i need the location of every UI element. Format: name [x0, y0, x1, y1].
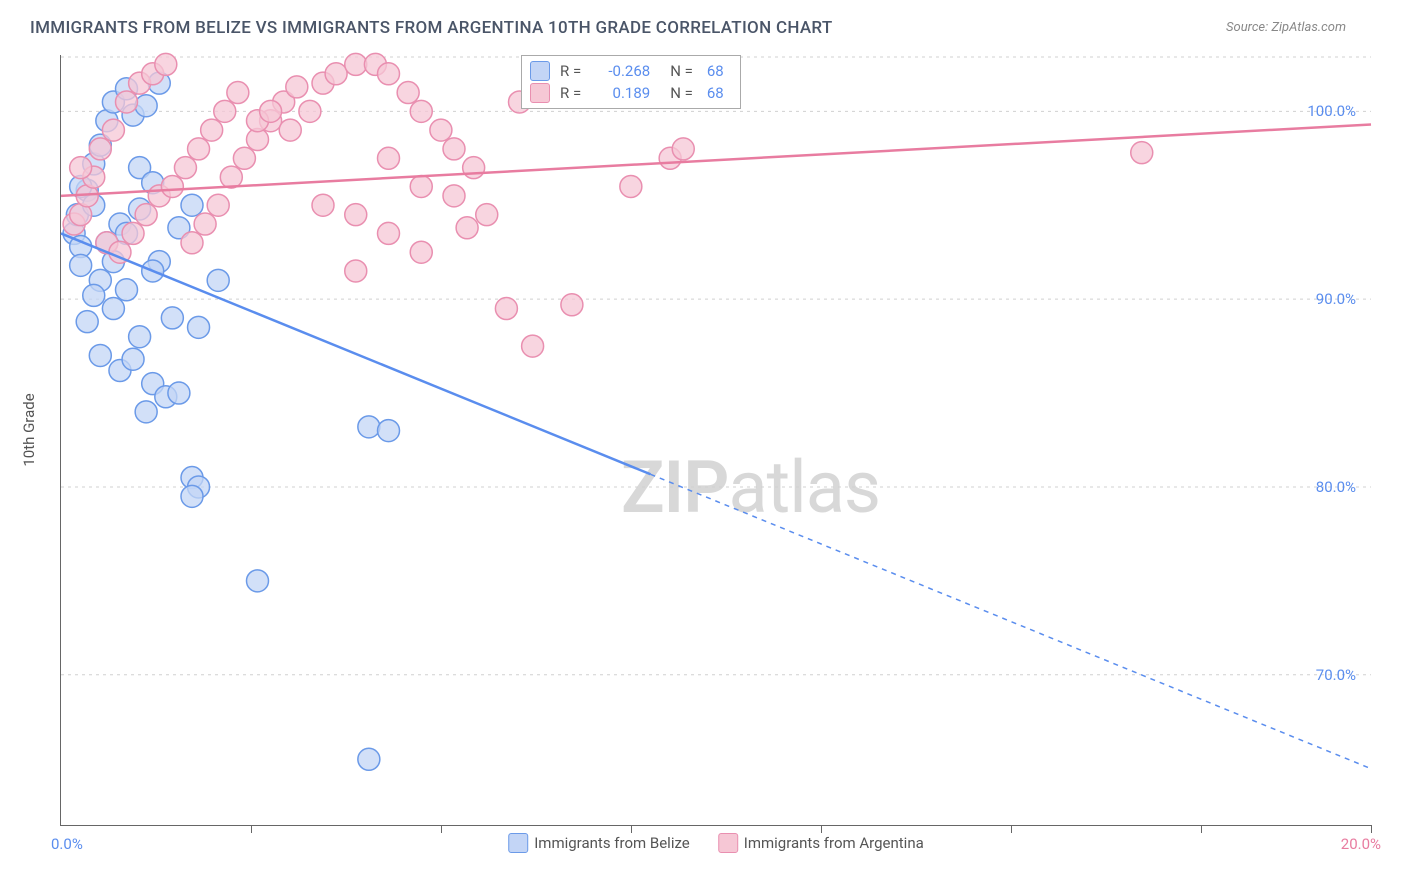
x-minor-tick	[821, 825, 822, 833]
source-attribution: Source: ZipAtlas.com	[1226, 20, 1346, 35]
x-minor-tick	[1201, 825, 1202, 833]
n-value-argentina: 68	[703, 84, 728, 102]
legend-swatch-argentina-2	[718, 833, 738, 853]
r-label: R =	[556, 84, 585, 102]
y-axis-title: 10th Grade	[20, 393, 38, 466]
series-legend: Immigrants from Belize Immigrants from A…	[508, 833, 924, 853]
legend-row-belize: R = -0.268 N = 68	[530, 60, 728, 82]
legend-item-belize: Immigrants from Belize	[508, 833, 690, 853]
x-minor-tick	[251, 825, 252, 833]
legend-label-belize: Immigrants from Belize	[534, 834, 690, 852]
x-tick-1: 20.0%	[1341, 835, 1381, 853]
y-tick-label: 70.0%	[1316, 666, 1356, 684]
x-tick-0: 0.0%	[51, 835, 83, 853]
chart-title: IMMIGRANTS FROM BELIZE VS IMMIGRANTS FRO…	[30, 18, 833, 38]
scatter-plot-svg	[61, 55, 1371, 825]
n-label: N =	[666, 62, 697, 80]
y-tick-label: 80.0%	[1316, 478, 1356, 496]
x-minor-tick	[631, 825, 632, 833]
n-label: N =	[666, 84, 697, 102]
x-minor-tick	[441, 825, 442, 833]
legend-swatch-argentina	[530, 83, 550, 103]
legend-swatch-belize-2	[508, 833, 528, 853]
source-prefix: Source:	[1226, 20, 1271, 35]
r-value-belize: -0.268	[591, 62, 654, 80]
n-value-belize: 68	[703, 62, 728, 80]
x-minor-tick	[1011, 825, 1012, 833]
legend-label-argentina: Immigrants from Argentina	[744, 834, 924, 852]
r-value-argentina: 0.189	[591, 84, 654, 102]
legend-swatch-belize	[530, 61, 550, 81]
source-name: ZipAtlas.com	[1271, 20, 1346, 35]
chart-plot-area: ZIPatlas R = -0.268 N = 68 R = 0.189 N =…	[60, 55, 1371, 826]
y-tick-label: 90.0%	[1316, 290, 1356, 308]
r-label: R =	[556, 62, 585, 80]
stats-legend: R = -0.268 N = 68 R = 0.189 N = 68	[521, 55, 741, 109]
legend-row-argentina: R = 0.189 N = 68	[530, 82, 728, 104]
legend-item-argentina: Immigrants from Argentina	[718, 833, 924, 853]
y-tick-label: 100.0%	[1307, 102, 1356, 120]
